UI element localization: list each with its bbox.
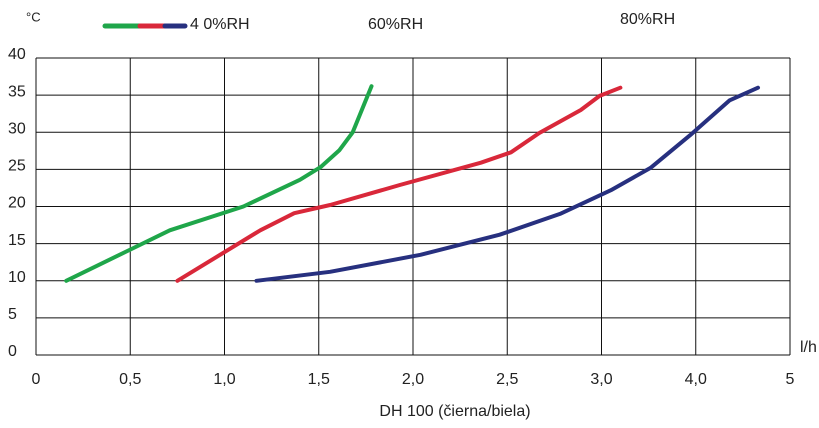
data-line bbox=[254, 85, 760, 283]
x-tick-label: 0 bbox=[32, 371, 41, 388]
x-tick-label: 5 bbox=[786, 371, 795, 388]
y-tick-label: 5 bbox=[8, 306, 17, 323]
y-tick-label: 35 bbox=[8, 83, 26, 100]
legend-label: 4 0%RH bbox=[190, 16, 250, 33]
x-tick-label: 1,0 bbox=[213, 371, 235, 388]
y-tick-label: 30 bbox=[8, 120, 26, 137]
x-tick-label: 0,5 bbox=[119, 371, 141, 388]
x-axis-title: DH 100 (čierna/biela) bbox=[379, 403, 530, 420]
legend-label: 60%RH bbox=[368, 16, 423, 33]
x-tick-label: 4,0 bbox=[685, 371, 707, 388]
x-tick-label: 3,0 bbox=[590, 371, 612, 388]
x-tick-label: 1,5 bbox=[308, 371, 330, 388]
data-line bbox=[64, 84, 374, 283]
y-tick-label: 10 bbox=[8, 269, 26, 286]
x-unit: l/h bbox=[800, 339, 817, 356]
x-tick-label: 2,5 bbox=[496, 371, 518, 388]
y-unit: °C bbox=[26, 9, 41, 24]
y-tick-label: 0 bbox=[8, 343, 17, 360]
y-tick-label: 25 bbox=[8, 158, 26, 175]
y-tick-label: 20 bbox=[8, 195, 26, 212]
data-line bbox=[175, 85, 623, 283]
legend-label: 80%RH bbox=[620, 11, 675, 28]
x-tick-label: 2,0 bbox=[402, 371, 424, 388]
y-tick-label: 40 bbox=[8, 46, 26, 63]
y-tick-label: 15 bbox=[8, 232, 26, 249]
